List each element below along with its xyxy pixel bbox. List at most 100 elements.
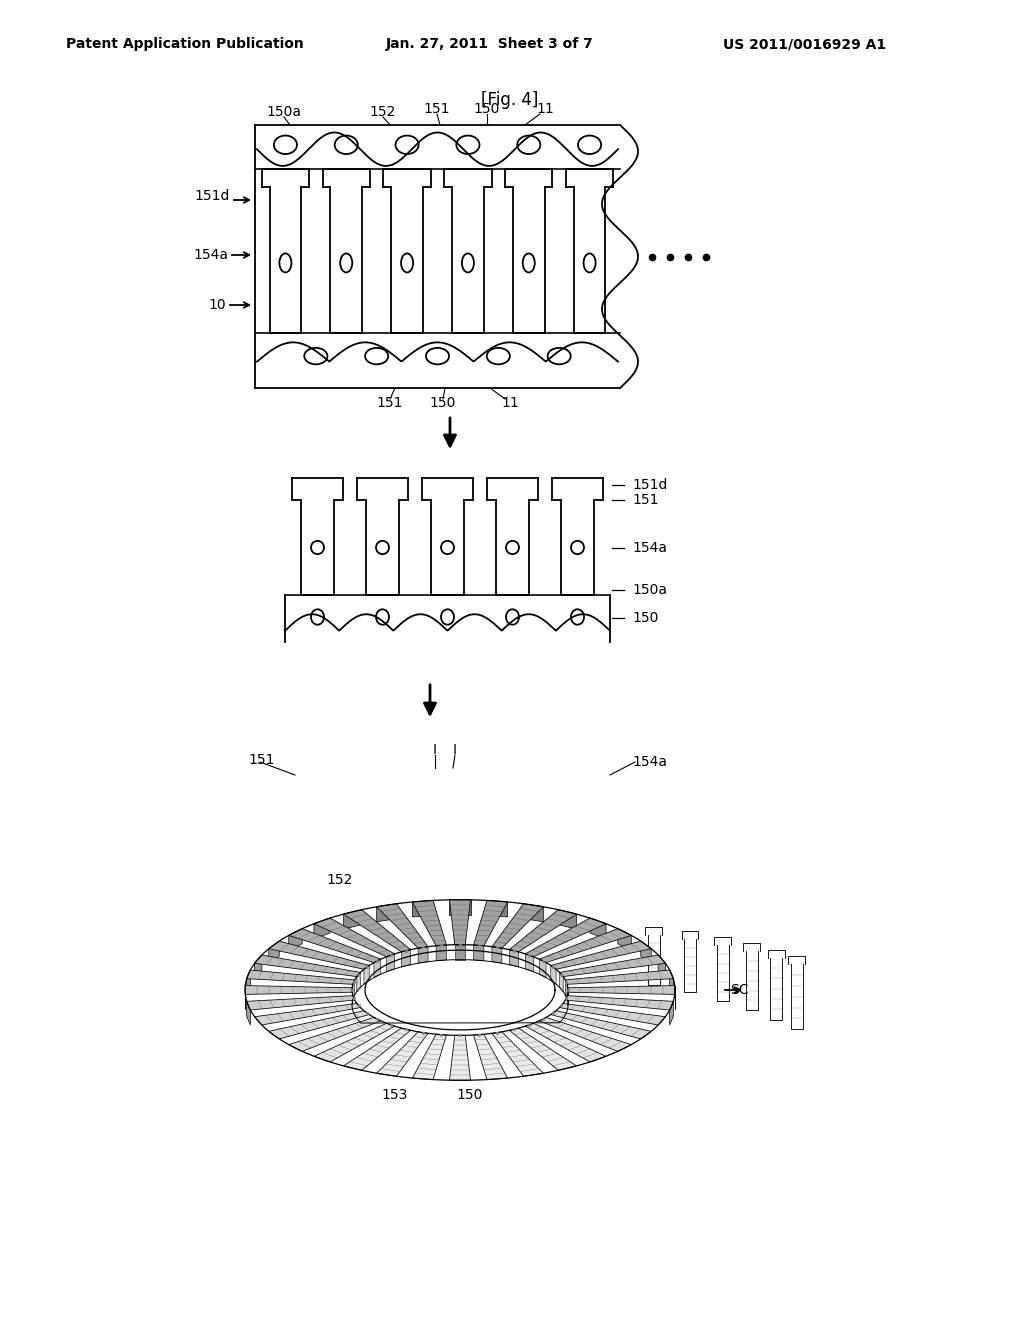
Text: 151: 151	[424, 102, 451, 116]
Polygon shape	[289, 929, 302, 950]
Text: 153: 153	[382, 1088, 409, 1102]
Text: 150: 150	[632, 611, 658, 626]
Polygon shape	[509, 909, 577, 952]
Polygon shape	[377, 904, 396, 921]
Text: 150: 150	[474, 102, 500, 116]
Polygon shape	[670, 1002, 674, 1026]
Polygon shape	[523, 904, 544, 921]
Text: 151: 151	[632, 492, 658, 507]
Polygon shape	[473, 900, 508, 945]
Polygon shape	[247, 1002, 250, 1026]
Polygon shape	[540, 960, 546, 978]
Polygon shape	[255, 954, 360, 977]
Text: US 2011/0016929 A1: US 2011/0016929 A1	[723, 37, 887, 51]
Polygon shape	[314, 919, 394, 957]
Polygon shape	[455, 945, 465, 960]
Polygon shape	[356, 973, 360, 991]
Polygon shape	[413, 900, 446, 945]
Text: I: I	[433, 743, 437, 756]
Polygon shape	[568, 986, 675, 994]
Polygon shape	[540, 1018, 631, 1051]
Polygon shape	[436, 945, 446, 961]
Polygon shape	[413, 900, 433, 917]
Polygon shape	[418, 946, 428, 964]
Polygon shape	[565, 970, 674, 985]
Polygon shape	[473, 1035, 508, 1080]
Polygon shape	[387, 954, 394, 972]
Text: Patent Application Publication: Patent Application Publication	[67, 37, 304, 51]
Polygon shape	[492, 904, 544, 948]
Polygon shape	[525, 919, 606, 957]
Text: 150: 150	[430, 396, 456, 411]
Text: 11: 11	[501, 396, 519, 411]
Polygon shape	[268, 941, 370, 969]
Polygon shape	[551, 941, 651, 969]
Polygon shape	[247, 970, 250, 994]
Polygon shape	[559, 973, 563, 991]
Text: 154a: 154a	[633, 755, 668, 770]
Text: Jan. 27, 2011  Sheet 3 of 7: Jan. 27, 2011 Sheet 3 of 7	[386, 37, 594, 51]
Text: 150a: 150a	[632, 583, 667, 597]
Polygon shape	[565, 995, 674, 1010]
Polygon shape	[492, 1032, 544, 1076]
Polygon shape	[413, 1035, 446, 1080]
Polygon shape	[559, 1003, 666, 1026]
Text: 151: 151	[377, 396, 403, 411]
Polygon shape	[558, 909, 577, 929]
Text: 154a: 154a	[193, 248, 228, 261]
Polygon shape	[314, 919, 330, 939]
Polygon shape	[473, 945, 484, 961]
Text: SC: SC	[730, 983, 749, 997]
Polygon shape	[255, 1003, 360, 1026]
Polygon shape	[450, 900, 470, 915]
Text: [Fig. 4]: [Fig. 4]	[481, 91, 539, 110]
Polygon shape	[617, 929, 631, 950]
Polygon shape	[450, 1035, 470, 1080]
Polygon shape	[377, 904, 428, 948]
Polygon shape	[289, 929, 381, 962]
Text: 152: 152	[327, 873, 353, 887]
Polygon shape	[289, 1018, 381, 1051]
Polygon shape	[246, 986, 352, 994]
Polygon shape	[450, 900, 470, 945]
Polygon shape	[540, 929, 631, 962]
Polygon shape	[551, 965, 556, 985]
Polygon shape	[377, 1032, 428, 1076]
Polygon shape	[509, 1028, 577, 1071]
Polygon shape	[364, 965, 370, 985]
Polygon shape	[268, 941, 280, 964]
Polygon shape	[343, 909, 411, 952]
Text: 154a: 154a	[632, 540, 667, 554]
Polygon shape	[525, 954, 534, 972]
Polygon shape	[343, 1028, 411, 1071]
Polygon shape	[247, 995, 354, 1010]
Polygon shape	[268, 1011, 370, 1039]
Text: 10: 10	[208, 298, 226, 312]
Polygon shape	[401, 949, 411, 966]
Polygon shape	[314, 1023, 394, 1061]
Text: 150a: 150a	[266, 106, 301, 119]
Polygon shape	[509, 949, 518, 966]
Polygon shape	[565, 979, 567, 999]
Text: 151d: 151d	[632, 478, 668, 491]
Polygon shape	[641, 941, 651, 964]
Polygon shape	[374, 960, 381, 978]
Polygon shape	[353, 979, 354, 999]
Text: 11: 11	[537, 102, 554, 116]
Text: 152: 152	[370, 106, 396, 119]
Polygon shape	[525, 1023, 606, 1061]
Polygon shape	[559, 954, 666, 977]
Polygon shape	[670, 970, 674, 994]
Text: 150: 150	[457, 1088, 483, 1102]
Text: 151d: 151d	[195, 189, 230, 203]
Text: 151: 151	[248, 752, 274, 767]
Polygon shape	[255, 954, 262, 978]
Polygon shape	[487, 900, 508, 917]
Polygon shape	[590, 919, 606, 939]
Polygon shape	[343, 909, 361, 929]
Polygon shape	[658, 954, 666, 978]
Text: I: I	[453, 743, 457, 756]
Polygon shape	[247, 970, 354, 985]
Polygon shape	[492, 946, 502, 964]
Polygon shape	[551, 1011, 651, 1039]
